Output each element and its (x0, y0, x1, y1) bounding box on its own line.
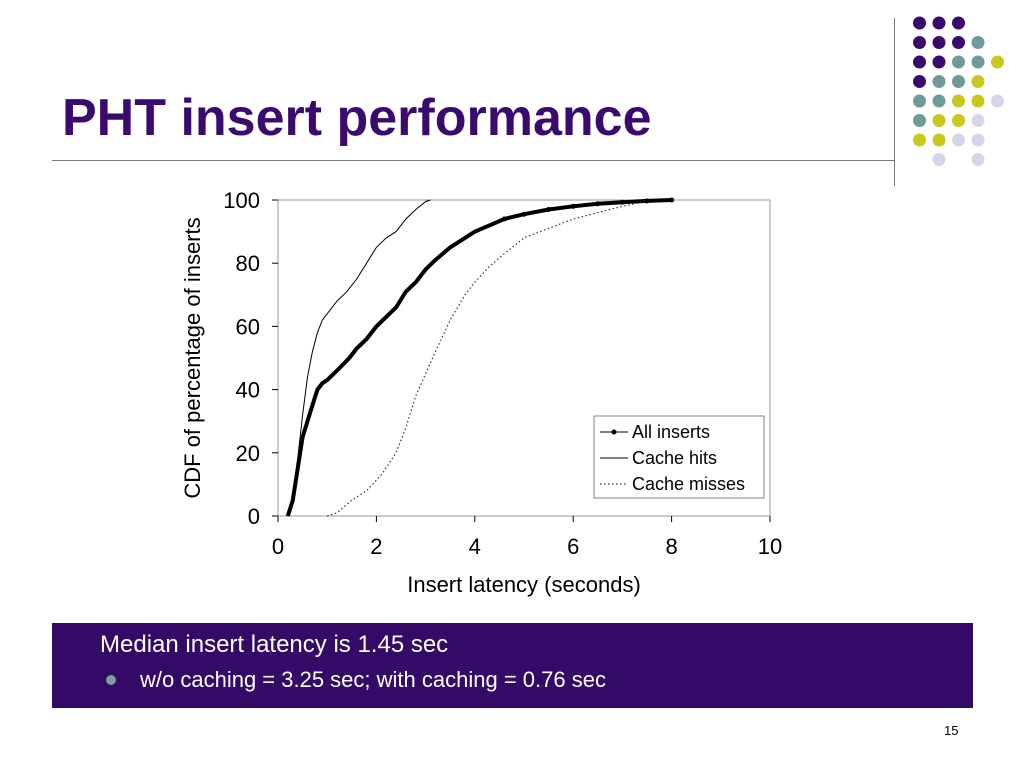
decor-dot (932, 16, 946, 30)
bullet-dot-icon (106, 675, 116, 685)
decor-dot (971, 55, 985, 69)
y-tick-label: 60 (236, 314, 260, 339)
decor-dot (932, 75, 946, 88)
x-tick-label: 6 (567, 534, 579, 559)
data-point-marker (619, 199, 625, 205)
series-line (327, 199, 648, 517)
decor-dot (932, 133, 946, 147)
decor-dot (952, 94, 965, 108)
y-tick-label: 80 (236, 251, 260, 276)
decor-dot (971, 36, 985, 49)
decor-dot (913, 36, 926, 49)
data-point-marker (570, 203, 576, 209)
data-point-marker (546, 206, 552, 212)
decor-dot (913, 16, 926, 30)
decor-dot (913, 75, 926, 88)
decor-dot (952, 114, 965, 127)
decor-dot (971, 133, 985, 147)
decor-dot (971, 153, 985, 166)
decor-dot (932, 114, 946, 127)
y-tick-label: 40 (236, 378, 260, 403)
decor-dot (952, 55, 965, 69)
decor-dot (932, 55, 946, 69)
decor-dot (913, 55, 926, 69)
plot-area (277, 199, 771, 517)
legend-box (593, 415, 765, 499)
decor-dot (913, 114, 926, 127)
data-point-marker (521, 211, 527, 217)
x-tick-label: 8 (665, 534, 677, 559)
caching-comparison-text: w/o caching = 3.25 sec; with caching = 0… (140, 667, 606, 692)
series-line (287, 199, 431, 517)
decor-dot (952, 36, 965, 49)
decor-dot (932, 153, 946, 166)
series-line (285, 198, 672, 517)
decor-dot (913, 94, 926, 108)
title-divider (52, 160, 894, 161)
median-latency-text: Median insert latency is 1.45 sec (100, 631, 449, 658)
summary-banner: Median insert latency is 1.45 sec w/o ca… (52, 623, 973, 708)
decor-dot (932, 36, 946, 49)
legend-label: Cache misses (632, 474, 745, 494)
decor-dot (913, 133, 926, 147)
legend-label: All inserts (632, 422, 710, 442)
y-tick-label: 20 (236, 441, 260, 466)
decor-dot (991, 94, 1004, 108)
decor-dot (991, 55, 1004, 69)
legend-marker (611, 429, 617, 435)
page-number: 15 (944, 723, 959, 738)
x-tick-label: 2 (370, 534, 382, 559)
x-tick-label: 4 (469, 534, 481, 559)
data-point-marker (669, 197, 675, 203)
data-point-marker (644, 198, 650, 204)
decor-dot (952, 75, 965, 88)
slide-title: PHT insert performance (62, 89, 652, 147)
decor-dot (952, 133, 965, 147)
x-tick-label: 10 (758, 534, 782, 559)
x-axis-label: Insert latency (seconds) (407, 572, 641, 597)
decor-dot (971, 75, 985, 88)
legend-label: Cache hits (632, 448, 717, 468)
x-tick-label: 0 (272, 534, 284, 559)
decor-dot (971, 94, 985, 108)
y-axis-label: CDF of percentage of inserts (180, 217, 205, 498)
decor-dot (932, 94, 946, 108)
decor-dot (971, 114, 985, 127)
corner-divider (894, 18, 895, 186)
data-point-marker (595, 201, 601, 207)
y-tick-label: 100 (223, 188, 260, 213)
data-point-marker (501, 216, 507, 222)
decor-dot (952, 16, 965, 30)
y-tick-label: 0 (248, 504, 260, 529)
